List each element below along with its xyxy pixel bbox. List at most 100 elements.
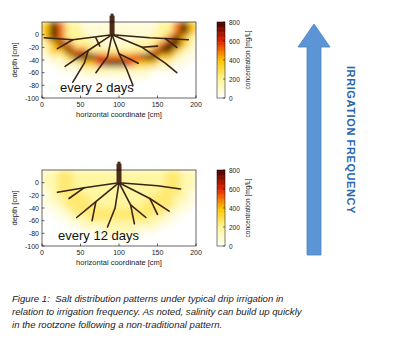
emitter-cap — [118, 162, 121, 165]
caption-line: in the rootzone following a non-traditio… — [12, 319, 222, 330]
heatmap-area — [42, 22, 196, 98]
y-tick-label: -40 — [29, 57, 39, 64]
heat-cell — [73, 202, 81, 209]
heat-cell — [158, 214, 166, 221]
root — [73, 51, 88, 83]
heat-cell — [42, 22, 50, 29]
heat-cell — [134, 79, 142, 86]
x-tick-label: 200 — [190, 249, 202, 256]
heat-cell — [57, 202, 65, 209]
heat-cell — [111, 60, 119, 67]
y-tick-label: -20 — [29, 192, 39, 199]
heat-cell — [96, 202, 104, 209]
plot-frame — [42, 170, 196, 246]
heat-cell — [173, 22, 181, 29]
heat-cell — [73, 47, 81, 54]
x-tick-label: 200 — [190, 101, 202, 108]
heat-cell — [81, 195, 89, 202]
emitter-cap — [111, 14, 114, 17]
heat-cell — [88, 73, 96, 80]
panel: 050100150200-100-80-60-40-200horizontal … — [10, 14, 252, 119]
y-axis-label: depth [cm] — [10, 42, 19, 77]
colorbar-step — [217, 170, 225, 172]
y-tick — [42, 85, 45, 86]
heat-cell — [181, 92, 189, 98]
heat-cell — [119, 22, 127, 29]
heat-cell — [127, 47, 135, 54]
heat-cell — [111, 73, 119, 80]
heat-cell — [173, 35, 181, 42]
heat-cell — [50, 22, 58, 29]
colorbar-tick — [223, 208, 225, 209]
heat-cell — [96, 54, 104, 61]
panel-annotation: every 12 days — [58, 228, 139, 243]
heat-cell — [50, 214, 58, 221]
heat-cell — [50, 41, 58, 48]
colorbar-tick-label: 600 — [229, 186, 240, 193]
y-tick — [42, 233, 45, 234]
heat-cell — [142, 85, 150, 92]
heat-cell — [188, 189, 196, 196]
y-tick-label: -80 — [29, 230, 39, 237]
heat-cell — [50, 221, 58, 228]
heat-cell — [134, 66, 142, 73]
heat-cell — [165, 73, 173, 80]
x-tick-label: 100 — [113, 249, 125, 256]
heat-cell — [158, 221, 166, 228]
heat-cell — [173, 233, 181, 240]
root — [165, 39, 177, 48]
heat-cell — [42, 195, 50, 202]
heat-cell — [42, 227, 50, 234]
heat-cell — [181, 227, 189, 234]
root — [112, 35, 177, 73]
panel: 050100150200-100-80-60-40-200horizontal … — [10, 162, 252, 267]
heat-cell — [57, 28, 65, 35]
heat-cell — [181, 189, 189, 196]
heat-cell — [96, 176, 104, 183]
heat-cell — [173, 54, 181, 61]
heat-cell — [111, 66, 119, 73]
heat-cell — [104, 170, 112, 177]
heat-cell — [57, 183, 65, 190]
heat-cell — [104, 202, 112, 209]
heat-cell — [119, 208, 127, 215]
heat-cell — [188, 233, 196, 240]
heat-cell — [173, 221, 181, 228]
heat-cell — [181, 35, 189, 42]
heat-cell — [88, 66, 96, 73]
heat-cell — [158, 233, 166, 240]
x-tick-label: 150 — [152, 249, 164, 256]
heat-cell — [150, 28, 158, 35]
x-tick-label: 0 — [40, 101, 44, 108]
heat-cell — [142, 92, 150, 98]
root — [92, 202, 96, 221]
y-tick — [42, 182, 45, 183]
x-tick — [80, 244, 81, 247]
colorbar-tick — [223, 41, 225, 42]
colorbar-tick — [223, 22, 225, 23]
heat-cell — [73, 221, 81, 228]
heat-cell — [104, 208, 112, 215]
x-tick — [42, 244, 43, 247]
heat-cell — [119, 47, 127, 54]
heat-cell — [42, 60, 50, 67]
heat-cell — [188, 79, 196, 86]
heat-cell — [158, 66, 166, 73]
heat-cell — [173, 92, 181, 98]
heat-cell — [173, 240, 181, 246]
y-tick-label: -60 — [29, 217, 39, 224]
heat-cell — [173, 28, 181, 35]
heat-cell — [73, 22, 81, 29]
heat-cell — [158, 240, 166, 246]
heat-cell — [150, 66, 158, 73]
heat-cell — [134, 85, 142, 92]
heat-cell — [188, 60, 196, 67]
caption-line: relation to irrigation frequency. As not… — [12, 306, 303, 317]
heat-cell — [158, 79, 166, 86]
heat-cell — [142, 208, 150, 215]
heat-cell — [181, 60, 189, 67]
heat-cell — [42, 66, 50, 73]
heat-cell — [150, 227, 158, 234]
heat-cell — [96, 22, 104, 29]
heat-cell — [88, 221, 96, 228]
